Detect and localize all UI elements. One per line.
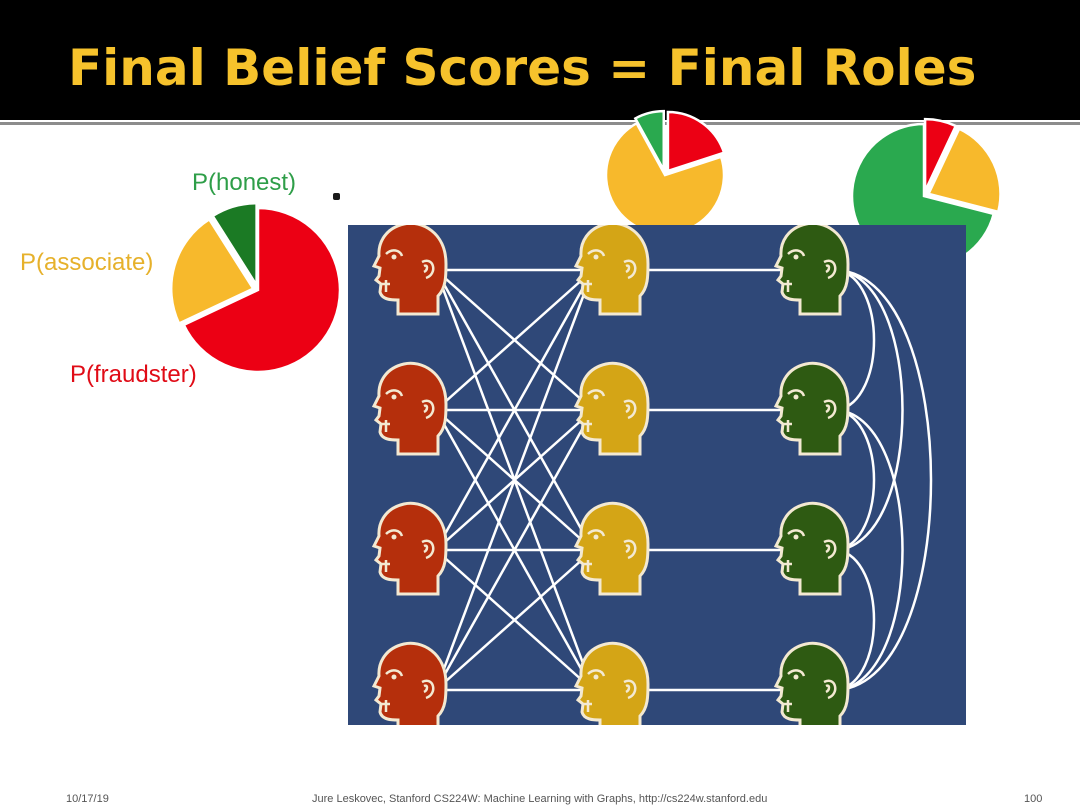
title-bar — [0, 0, 1080, 120]
title-divider — [0, 122, 1080, 125]
fraudster-node — [371, 641, 448, 725]
associate-slice — [169, 217, 256, 326]
network-edge — [434, 269, 595, 691]
page-number: 100 — [1024, 793, 1043, 805]
network-edge — [837, 408, 876, 552]
fraudster-label: P(fraudster) — [70, 361, 197, 388]
associate-node — [573, 501, 650, 596]
stray-dot — [333, 193, 340, 200]
honest-node — [773, 361, 850, 456]
fraudster-node — [371, 501, 448, 596]
associate-node — [573, 225, 650, 316]
associate-node — [573, 641, 650, 725]
network-edge — [434, 269, 595, 551]
network-edges — [434, 268, 933, 692]
honest-node — [773, 641, 850, 725]
role-network-diagram — [348, 225, 966, 725]
honest-slice — [633, 109, 666, 171]
slide-title: Final Belief Scores = Final Roles — [68, 39, 977, 97]
honest-label: P(honest) — [192, 169, 297, 196]
network-edge — [434, 409, 595, 691]
associate-node — [573, 361, 650, 456]
network-edge — [837, 408, 904, 692]
legend-pie — [169, 201, 342, 374]
honest-slice — [210, 201, 258, 290]
network-edge — [435, 549, 594, 691]
fraudster-slice — [923, 117, 958, 192]
fraudster-slice — [182, 206, 342, 374]
footer-credit: Jure Leskovec, Stanford CS224W: Machine … — [312, 793, 768, 805]
associate-pie — [604, 109, 726, 236]
network-edge — [837, 268, 904, 552]
honest-node — [773, 225, 850, 316]
network-edge — [837, 268, 876, 412]
network-edge — [837, 548, 876, 692]
associate-slice — [926, 127, 1002, 214]
honest-node — [773, 501, 850, 596]
associate-label: P(associate) — [20, 249, 154, 276]
fraudster-slice — [666, 110, 726, 173]
network-nodes — [371, 225, 850, 725]
fraudster-node — [371, 361, 448, 456]
footer-date: 10/17/19 — [66, 793, 109, 805]
network-edge — [435, 269, 594, 411]
fraudster-node — [371, 225, 448, 316]
network-edge — [837, 268, 933, 692]
